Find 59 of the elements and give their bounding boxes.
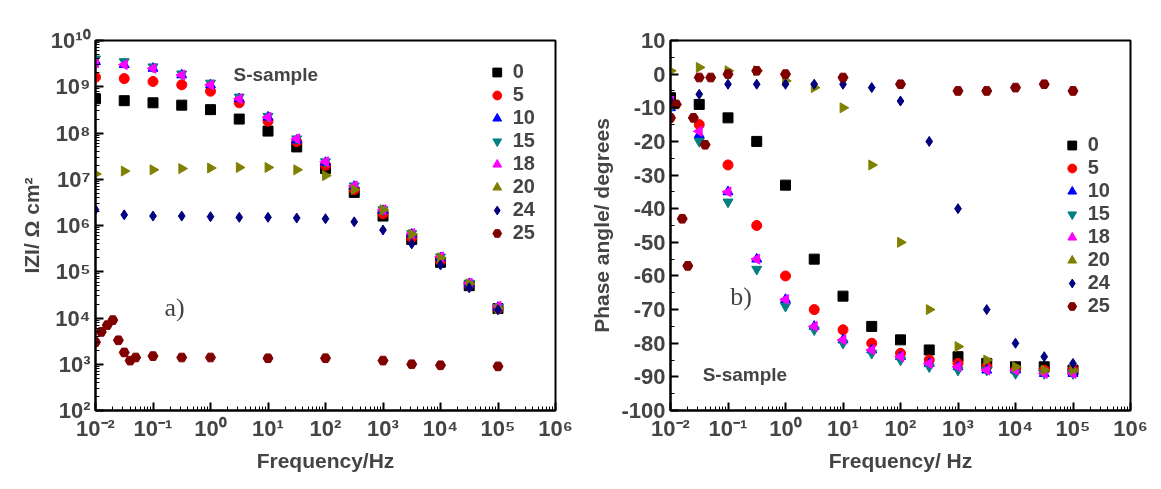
legend-label: 20 (512, 175, 535, 198)
y-tick-label: -20 (633, 128, 666, 154)
x-tick-label: 10² (884, 415, 917, 441)
x-tick-label: 10⁴ (422, 415, 459, 441)
legend-label: 15 (1087, 202, 1110, 225)
legend-label: 0 (512, 60, 525, 83)
x-tick-label: 10⁻¹ (708, 415, 748, 441)
legend-label: 24 (512, 198, 535, 221)
y-tick-label: -10 (633, 95, 666, 121)
y-tick-label: 10⁶ (55, 213, 91, 238)
x-axis-title: Frequency/ Hz (828, 448, 973, 472)
legend-label: 5 (512, 83, 525, 106)
y-tick-label: 10⁸ (55, 120, 91, 146)
x-tick-label: 10¹ (252, 415, 284, 441)
x-tick-label: 10⁶ (1113, 415, 1148, 441)
x-tick-label: 10⁶ (538, 415, 573, 441)
y-tick-label: 10 (641, 28, 666, 53)
legend-label: 0 (1087, 133, 1100, 156)
y-tick-label: -40 (633, 196, 666, 222)
x-tick-label: 10⁵ (480, 415, 516, 441)
y-tick-label: 10¹⁰ (50, 28, 91, 53)
x-tick-label: 10³ (942, 415, 974, 441)
legend-label: 10 (512, 106, 535, 129)
legend-label: 15 (512, 129, 535, 152)
legend-label: 24 (1087, 271, 1110, 294)
legend-label: 25 (512, 221, 535, 244)
legend-label: 10 (1087, 179, 1110, 202)
x-tick-label: 10³ (367, 415, 399, 441)
x-tick-label: 10¹ (827, 415, 859, 441)
x-tick-label: 10² (309, 415, 342, 441)
legend-label: 18 (1087, 225, 1110, 248)
x-tick-label: 10⁰ (194, 415, 227, 441)
x-tick-label: 10⁰ (769, 415, 802, 441)
x-tick-label: 10⁵ (1055, 415, 1091, 441)
legend-label: 20 (1087, 248, 1110, 271)
annotation: b) (730, 281, 752, 311)
y-tick-label: -50 (633, 229, 666, 255)
y-axis-title: Phase angle/ degrees (590, 118, 614, 333)
x-axis-title: Frequency/Hz (256, 448, 395, 472)
y-tick-label: 0 (653, 61, 666, 87)
y-tick-label: 10⁴ (55, 305, 91, 331)
x-tick-label: 10⁻¹ (133, 415, 173, 441)
legend-label: 18 (512, 152, 535, 175)
y-axis-title: IZI/ Ω cm² (19, 177, 43, 274)
y-tick-label: 10⁷ (56, 166, 91, 192)
x-tick-label: 10⁴ (997, 415, 1034, 441)
y-tick-label: -60 (633, 263, 666, 289)
y-tick-label: -30 (633, 162, 666, 188)
y-tick-label: 10⁹ (55, 74, 91, 100)
y-tick-label: -70 (633, 297, 666, 323)
annotation: a) (164, 292, 185, 322)
y-tick-label: -80 (633, 330, 666, 356)
y-tick-label: 10⁵ (55, 259, 91, 285)
legend-label: 25 (1087, 294, 1110, 317)
annotation: S-sample (233, 63, 318, 85)
y-tick-label: 10³ (58, 351, 91, 377)
legend-label: 5 (1087, 156, 1100, 179)
annotation: S-sample (702, 363, 788, 385)
y-tick-label: -90 (633, 364, 666, 390)
